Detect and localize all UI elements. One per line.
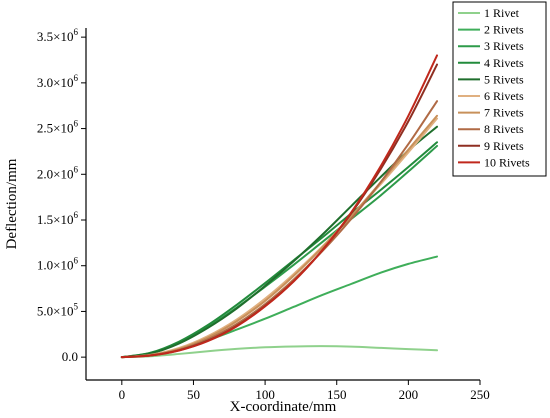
- y-tick-label: 2.0×106: [37, 164, 79, 181]
- series-line-4: [120, 141, 439, 359]
- legend-label: 4 Rivets: [484, 56, 524, 70]
- axes: 0 50 100 150 200 250 0.0 5.0×105 1.0×106 1.5×106 2…: [37, 27, 490, 402]
- series-line-10: [120, 54, 439, 359]
- x-tick-label: 0: [119, 387, 126, 402]
- series-line-3: [120, 144, 439, 359]
- series-lines: [120, 54, 439, 359]
- legend-box: [452, 1, 547, 177]
- legend-label: 5 Rivets: [484, 72, 524, 86]
- legend-label: 6 Rivets: [484, 89, 524, 103]
- y-tick-label: 1.5×106: [37, 210, 79, 227]
- x-tick-label: 200: [399, 387, 419, 402]
- legend-label: 7 Rivets: [484, 106, 524, 120]
- x-axis-title: X-coordinate/mm: [230, 399, 337, 415]
- y-axis-title: Deflection/mm: [4, 158, 20, 249]
- y-tick-label: 3.5×106: [37, 27, 79, 44]
- legend-label: 1 Rivet: [484, 6, 520, 20]
- legend-label: 2 Rivets: [484, 23, 524, 37]
- x-tick-label: 150: [327, 387, 347, 402]
- y-tick-label: 3.0×106: [37, 73, 79, 90]
- x-tick-label: 50: [187, 387, 200, 402]
- y-tick-label: 2.5×106: [37, 119, 79, 136]
- legend-label: 10 Rivets: [484, 155, 530, 169]
- legend-label: 8 Rivets: [484, 122, 524, 136]
- legend-label: 3 Rivets: [484, 39, 524, 53]
- y-tick-label: 1.0×106: [37, 256, 79, 273]
- series-line-5: [120, 125, 439, 359]
- series-line-8: [120, 100, 439, 359]
- x-tick-label: 100: [255, 387, 275, 402]
- legend-label: 9 Rivets: [484, 139, 524, 153]
- y-tick-label: 0.0: [62, 349, 78, 364]
- y-tick-label: 5.0×105: [37, 301, 79, 318]
- series-line-1: [120, 345, 439, 359]
- legend: 1 Rivet 2 Rivets 3 Rivets 4 Rivets 5 Rivets 6…: [452, 1, 547, 177]
- x-tick-label: 250: [470, 387, 490, 402]
